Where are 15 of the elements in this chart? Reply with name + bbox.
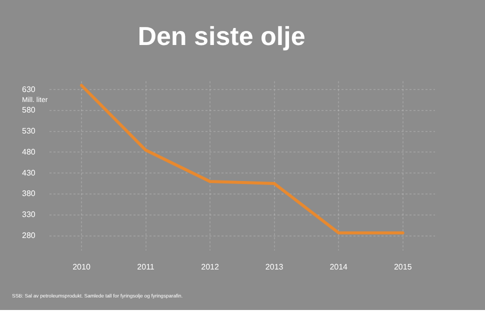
x-tick-label: 2012	[201, 262, 220, 272]
y-tick-label: 280	[22, 230, 36, 240]
y-tick-label: 480	[22, 147, 36, 156]
x-tick-label: 2011	[137, 262, 155, 272]
x-tick-label: 2013	[265, 262, 284, 272]
y-tick-label: 530	[22, 126, 36, 136]
y-tick-label: 430	[22, 168, 36, 178]
y-tick-label: 630	[22, 84, 36, 94]
x-tick-label: 2014	[330, 262, 348, 272]
x-tick-label: 2015	[394, 262, 412, 272]
chart-title: Den siste olje	[138, 20, 306, 51]
y-tick-label: 380	[22, 189, 36, 198]
y-tick-label: 330	[22, 210, 36, 220]
y-tick-label: 580	[22, 106, 36, 115]
x-tick-label: 2010	[72, 262, 91, 272]
